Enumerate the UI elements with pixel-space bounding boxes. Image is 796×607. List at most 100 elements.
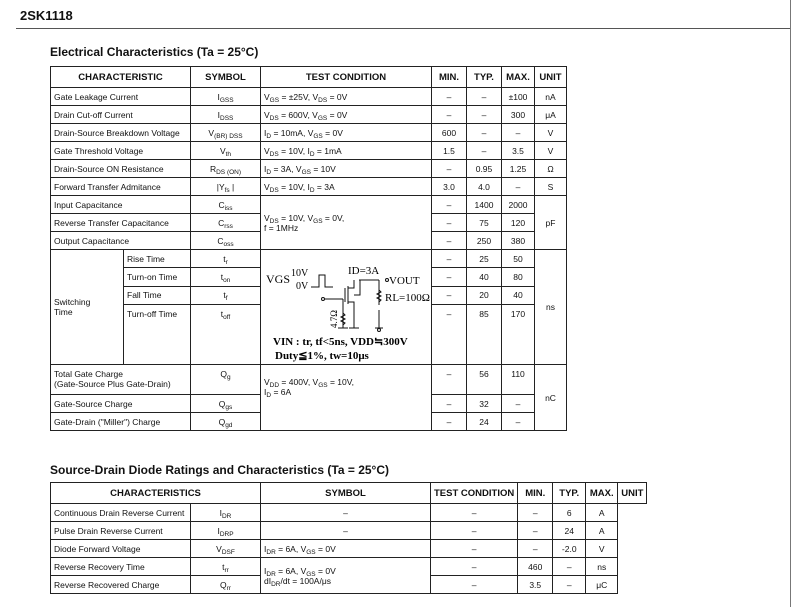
characteristic-name: Gate-Drain ("Miller") Charge [50,412,191,431]
symbol: Vth [190,141,261,160]
min-value: – [431,394,467,413]
table-row: Drain-Source Breakdown Voltage V(BR) DSS I… [50,123,567,142]
table-row: Turn-on Time ton –40 80 [51,267,567,287]
resistor-symbols [339,289,383,326]
max-value: – [501,412,535,431]
header-max: MAX. [585,482,619,504]
id-label: ID=3A [348,265,379,277]
symbol: toff [190,303,261,366]
unit: A [585,503,619,522]
header-row: CHARACTERISTIC SYMBOL TEST CONDITION MIN. TY… [50,66,567,88]
switching-test-circuit: VGS 10V 0V ID=3A VOUT RL=100Ω 4.7Ω VIN :… [260,249,432,365]
symbol: Qgs [190,394,261,413]
test-condition: IDR = 6A, VGS = 0V dIDR/dt = 100A/μs [260,557,431,594]
min-value: – [431,231,467,250]
characteristic-name: Total Gate Charge (Gate-Source Plus Gate-… [50,364,191,395]
min-value: – [429,539,519,558]
min-value: – [431,303,467,366]
header-unit: UNIT [534,66,567,88]
header-characteristic: CHARACTERISTIC [50,66,191,88]
test-condition: IDR = 6A, VGS = 0V [260,539,431,558]
symbol: IGSS [190,87,261,106]
header-symbol: SYMBOL [260,482,431,504]
circuit-note-1: VIN : tr, tf<5ns, VDD≒300V [273,336,408,348]
header-symbol: SYMBOL [190,66,261,88]
typ-value: 0.95 [466,159,502,178]
test-condition: VDS = 10V, VGS = 0V, f = 1MHz [260,195,432,250]
max-value: -2.0 [552,539,587,558]
min-value: – [431,248,467,269]
symbol: trr [190,557,261,576]
symbol: Qgd [190,412,261,431]
test-condition: – [260,521,431,540]
table-row: Diode Forward Voltage VDSF IDR = 6A, VGS =… [50,539,647,558]
pulse-waveform [311,274,333,288]
rg-label: 4.7Ω [329,310,339,328]
characteristic-name: Pulse Drain Reverse Current [50,521,191,540]
header-test-condition: TEST CONDITION [260,66,432,88]
max-value: 380 [501,231,535,250]
unit: V [534,141,567,160]
min-value: – [431,195,467,214]
characteristic-name: Continuous Drain Reverse Current [50,503,191,522]
characteristic-name: Forward Transfer Admitance [50,177,191,196]
switching-circuit-diagram: VGS 10V 0V ID=3A VOUT RL=100Ω 4.7Ω VIN :… [266,265,430,362]
symbol: Coss [190,231,261,250]
typ-value: – [517,521,554,540]
min-value: – [431,412,467,431]
diode-ratings-title: Source-Drain Diode Ratings and Character… [50,463,389,477]
typ-value: 25 [466,248,502,269]
unit: ns [534,249,567,365]
typ-value: 20 [466,285,502,305]
table-row: Total Gate Charge (Gate-Source Plus Gate-… [50,364,567,431]
max-value: 2000 [501,195,535,214]
min-value: – [429,521,519,540]
typ-value: – [517,503,554,522]
characteristic-name: Gate-Source Charge [50,394,191,413]
max-value: – [501,177,535,196]
max-value: 3.5 [501,141,535,160]
test-condition: VDD = 400V, VGS = 10V, ID = 6A [260,364,432,431]
min-value: – [429,557,519,576]
typ-value: – [466,87,502,106]
min-value: – [431,364,467,395]
header-min: MIN. [517,482,554,504]
table-row: Forward Transfer Admitance |Yfs | VDS = 10… [50,177,567,196]
characteristic-name: Output Capacitance [50,231,191,250]
table-row: Input Capacitance Ciss VDS = 10V, VGS = 0V… [50,195,567,250]
circuit-note-2: Duty≦1%, tw=10μs [275,350,370,362]
characteristic-name: Turn-off Time [123,303,191,366]
max-value: ±100 [501,87,535,106]
header-typ: TYP. [552,482,587,504]
vout-label: VOUT [389,275,420,287]
unit: μC [585,575,619,594]
test-condition: VDS = 10V, ID = 1mA [260,141,432,160]
symbol: RDS (ON) [190,159,261,178]
min-value: – [431,159,467,178]
min-value: – [431,87,467,106]
typ-value: 75 [466,213,502,232]
symbol: tf [190,285,261,305]
table-row: Gate Threshold Voltage Vth VDS = 10V, ID =… [50,141,567,160]
max-value: 40 [501,285,535,305]
unit: S [534,177,567,196]
table-row: Drain-Source ON Resistance RDS (ON) ID = 3… [50,159,567,178]
electrical-characteristics-title: Electrical Characteristics (Ta = 25°C) [50,45,259,59]
symbol: IDR [190,503,261,522]
table-row: Gate Leakage Current IGSS VGS = ±25V, VDS … [50,87,567,106]
header-typ: TYP. [466,66,502,88]
unit: Ω [534,159,567,178]
test-condition: ID = 3A, VGS = 10V [260,159,432,178]
typ-value: – [517,539,554,558]
characteristic-name: Drain-Source ON Resistance [50,159,191,178]
test-condition: – [260,503,431,522]
electrical-characteristics-table: CHARACTERISTIC SYMBOL TEST CONDITION MIN. TY… [50,66,567,431]
max-value: 300 [501,105,535,124]
symbol: V(BR) DSS [190,123,261,142]
max-value: 80 [501,267,535,287]
header-max: MAX. [501,66,535,88]
typ-value: 32 [466,394,502,413]
table-row: Reverse Recovery Time trr IDR = 6A, VGS = … [50,557,647,594]
test-condition: ID = 10mA, VGS = 0V [260,123,432,142]
typ-value: 56 [466,364,502,395]
